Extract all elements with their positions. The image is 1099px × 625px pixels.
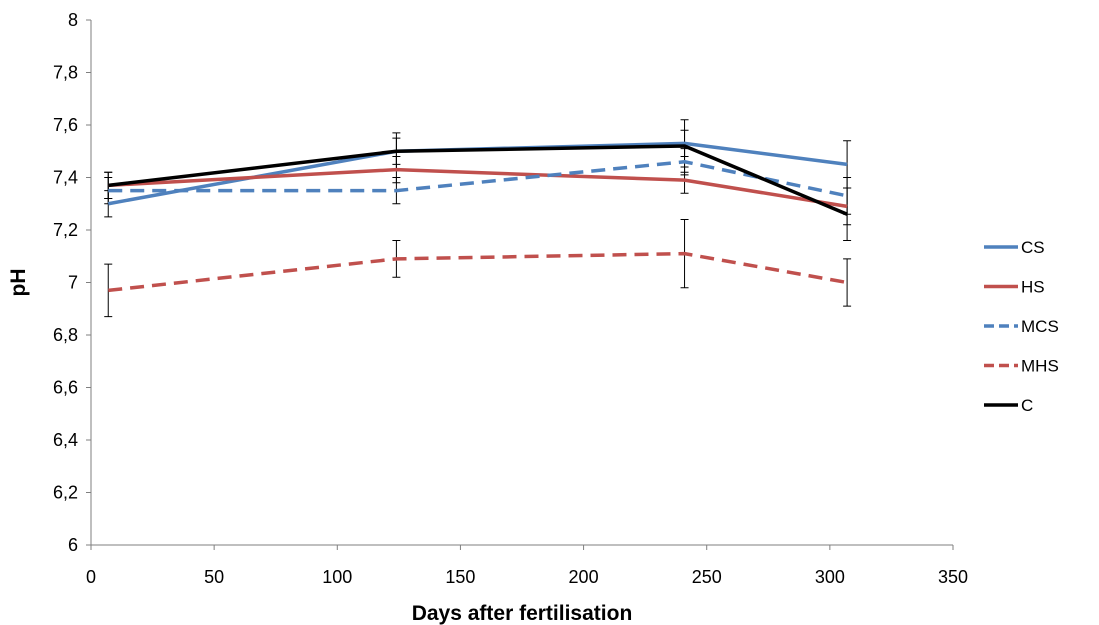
y-tick-label: 8 [68,10,78,30]
y-tick-label: 6 [68,535,78,555]
legend-label: MHS [1021,357,1059,376]
legend-item-mcs: MCS [984,317,1059,336]
y-tick-label: 7,2 [53,220,78,240]
series-line-c [108,144,848,216]
y-ticks: 6 6,2 6,4 6,6 6,8 7 7,2 7,4 7,6 7,8 8 [53,10,91,555]
y-axis-title: pH [7,269,30,297]
x-tick-label: 350 [938,567,968,587]
y-tick-label: 7,8 [53,63,78,83]
x-axis-title: Days after fertilisation [412,602,633,625]
legend-item-c: C [984,396,1033,415]
y-tick-label: 6,6 [53,378,78,398]
y-tick-label: 7,4 [53,168,78,188]
y-tick-label: 6,2 [53,483,78,503]
legend-label: CS [1021,238,1045,257]
x-tick-label: 100 [322,567,352,587]
y-tick-label: 7 [68,273,78,293]
x-tick-label: 250 [692,567,722,587]
series-line-hs [108,167,848,209]
legend-label: HS [1021,278,1045,297]
y-tick-label: 6,4 [53,430,78,450]
legend-item-mhs: MHS [984,357,1059,376]
x-ticks: 0 50 100 150 200 250 300 350 [86,545,968,587]
legend-label: MCS [1021,317,1059,336]
x-tick-label: 200 [569,567,599,587]
y-tick-label: 6,8 [53,325,78,345]
axes [90,20,953,546]
x-tick-label: 300 [815,567,845,587]
legend: CS HS MCS MHS C [984,238,1059,415]
series-line-mhs [108,251,848,293]
x-tick-label: 150 [445,567,475,587]
x-tick-label: 0 [86,567,96,587]
x-tick-label: 50 [204,567,224,587]
legend-item-hs: HS [984,278,1045,297]
legend-label: C [1021,396,1033,415]
y-tick-label: 7,6 [53,115,78,135]
series-lines [107,141,848,293]
error-bar [843,258,852,307]
legend-item-cs: CS [984,238,1045,257]
